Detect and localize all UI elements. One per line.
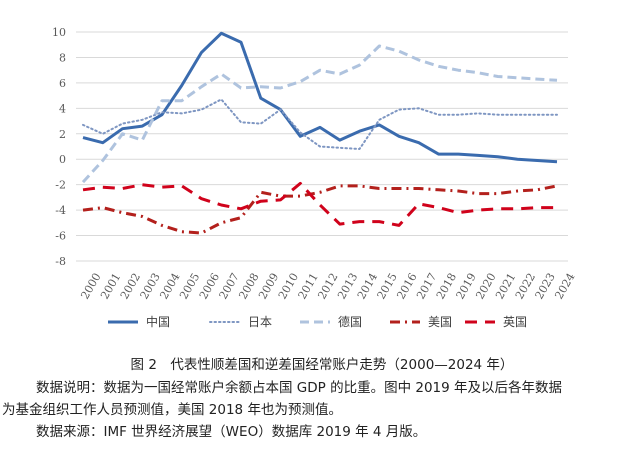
legend-label: 美国 (428, 315, 452, 329)
x-axis-ticks: 2000200120022003200420052006200720082009… (78, 271, 577, 302)
y-tick-label: 0 (59, 153, 66, 166)
legend-label: 日本 (248, 315, 272, 329)
y-tick-label: 2 (59, 128, 66, 141)
y-tick-label: -8 (55, 255, 66, 268)
line-chart: 10 8 6 4 2 0 -2 -4 -6 -8 200020012002200320042005… (52, 26, 578, 329)
figure-title: 图 2 代表性顺差国和逆差国经常账户走势（2000—2024 年） (130, 357, 514, 373)
series-line (82, 184, 558, 235)
y-axis-ticks: 10 8 6 4 2 0 -2 -4 -6 -8 (52, 26, 66, 268)
legend-label: 英国 (503, 315, 527, 329)
y-tick-label: -2 (55, 179, 66, 192)
series-line (82, 98, 558, 150)
legend: 中国 日本 德国 美国 英国 (108, 314, 527, 329)
series-line (81, 44, 558, 184)
y-tick-label: 10 (52, 26, 66, 39)
y-tick-label: 4 (59, 102, 66, 115)
data-note-line-2: 为基金组织工作人员预测值，美国 2018 年也为预测值。 (2, 402, 342, 418)
series-lines (81, 31, 558, 235)
data-note-line-1: 数据说明：数据为一国经常账户余额占本国 GDP 的比重。图中 2019 年及以后… (36, 380, 563, 396)
legend-label: 中国 (146, 314, 170, 329)
legend-label: 德国 (338, 314, 362, 329)
y-tick-label: 8 (59, 51, 66, 64)
series-line (82, 181, 557, 227)
x-tick-label: 2024 (552, 271, 577, 302)
series-line (82, 31, 558, 164)
y-tick-label: -6 (55, 230, 66, 243)
y-tick-label: 6 (59, 77, 66, 90)
data-source: 数据来源：IMF 世界经济展望（WEO）数据库 2019 年 4 月版。 (36, 424, 427, 440)
gridlines (76, 31, 568, 262)
y-tick-label: -4 (55, 204, 66, 217)
